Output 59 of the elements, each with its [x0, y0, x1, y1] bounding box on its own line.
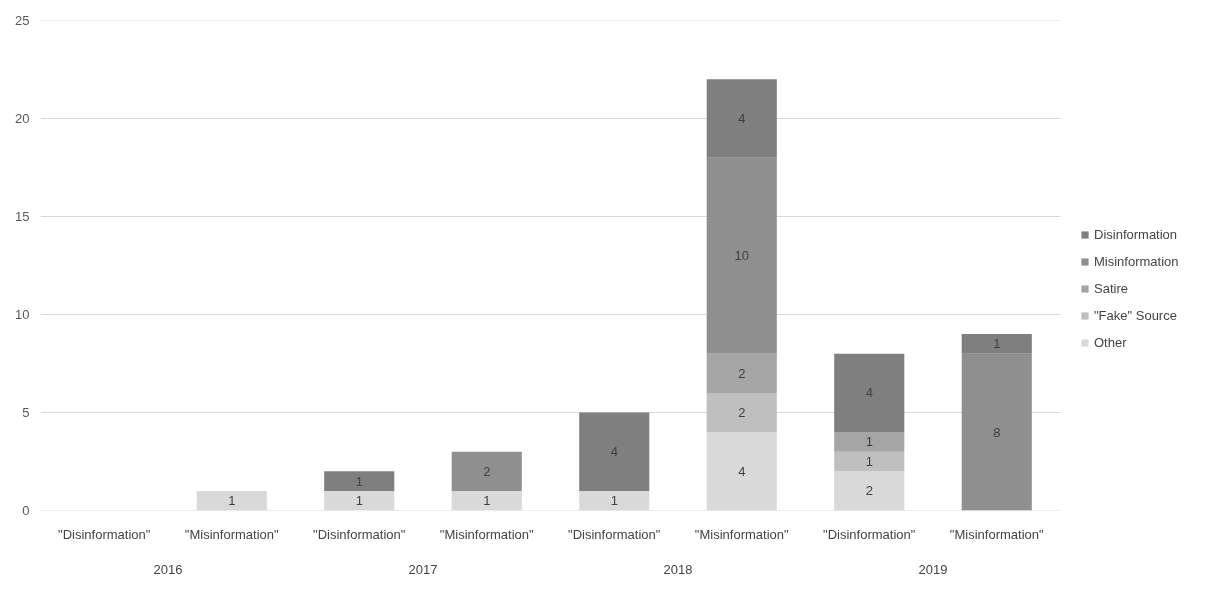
- bar: [324, 471, 395, 491]
- x-tick-label: "Misinformation": [949, 526, 1045, 542]
- y-tick-label: 20: [15, 111, 30, 126]
- x-tick-label: "Disinformation": [568, 526, 661, 542]
- bar: [196, 490, 267, 511]
- legend-label: Satire: [1094, 281, 1128, 296]
- bar: [706, 432, 777, 511]
- bar: [579, 412, 650, 491]
- bar: [579, 490, 650, 511]
- data-label: 4: [738, 463, 746, 479]
- bar: [706, 392, 777, 433]
- bar: [706, 79, 777, 158]
- y-tick-label: 5: [22, 405, 30, 420]
- data-label: 1: [355, 473, 363, 489]
- x-tick-label: "Misinformation": [439, 526, 535, 542]
- legend-label: Other: [1094, 335, 1127, 350]
- legend-label: "Fake" Source: [1094, 308, 1177, 323]
- data-label: 1: [228, 493, 236, 509]
- x-tick-label: "Disinformation": [823, 526, 916, 542]
- y-tick-label: 15: [15, 209, 30, 224]
- y-tick-label: 0: [22, 503, 30, 518]
- text: 2019: [918, 561, 948, 577]
- x-tick-label: "Misinformation": [694, 526, 790, 542]
- bar: [706, 353, 777, 393]
- data-label: 8: [993, 424, 1001, 440]
- legend-label: Misinformation: [1094, 254, 1179, 269]
- data-label: 1: [865, 454, 873, 469]
- data-label: 1: [993, 336, 1001, 352]
- data-label: 2: [483, 463, 491, 479]
- bar: [324, 490, 395, 511]
- bar: [834, 451, 905, 472]
- data-label: 2: [865, 483, 873, 499]
- bar: [834, 432, 905, 452]
- bar: [706, 157, 777, 354]
- data-label: 2: [738, 365, 746, 381]
- data-label: 2: [738, 405, 746, 420]
- data-label: 4: [865, 385, 873, 401]
- x-tick-label: "Misinformation": [184, 526, 280, 542]
- bar: [834, 471, 905, 511]
- data-label: 1: [610, 493, 618, 509]
- x-tick-label: "Disinformation": [313, 526, 406, 542]
- text: 2016: [153, 561, 183, 577]
- data-label: 10: [734, 248, 749, 264]
- bar: [961, 353, 1032, 511]
- y-tick-label: 10: [15, 307, 30, 322]
- data-label: 4: [610, 444, 618, 460]
- x-tick-label: "Disinformation": [58, 526, 151, 542]
- bar: [451, 490, 522, 511]
- y-tick-label: 25: [15, 13, 30, 28]
- bar: [451, 451, 522, 491]
- data-label: 1: [865, 434, 873, 450]
- text: 2017: [408, 561, 438, 577]
- data-label: 4: [738, 111, 746, 126]
- data-label: 1: [483, 493, 491, 509]
- legend-label: Disinformation: [1094, 227, 1178, 242]
- bar: [834, 353, 905, 433]
- text: 2018: [663, 561, 693, 577]
- data-label: 1: [355, 493, 363, 509]
- bar: [961, 334, 1032, 354]
